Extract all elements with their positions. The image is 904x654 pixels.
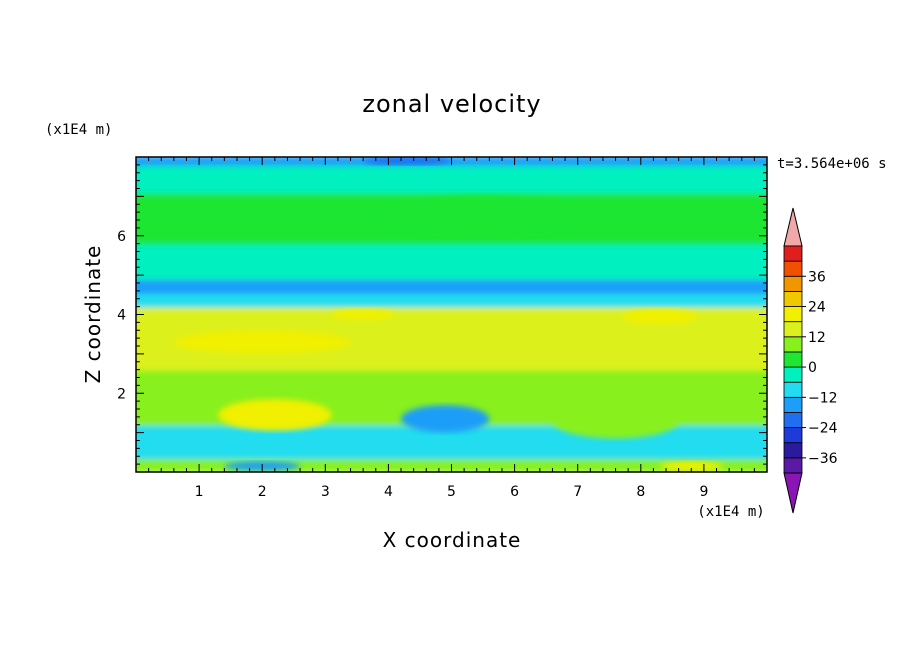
contour-feature (659, 461, 723, 471)
colorbar-swatch (783, 260, 803, 277)
colorbar-swatch (783, 457, 803, 474)
colorbar-swatch (783, 442, 803, 459)
colorbar-label: 0 (808, 360, 817, 376)
colorbar-swatch (783, 381, 803, 398)
contour-band (136, 291, 767, 308)
y-tick-label: 4 (117, 308, 126, 324)
x-tick-label: 4 (384, 484, 393, 500)
contour-band (136, 278, 767, 294)
y-axis-label: Z coordinate (81, 245, 105, 384)
y-axis-ticks: 2 4 6 (117, 164, 767, 465)
contour-feature (382, 196, 585, 236)
contour-field (136, 157, 767, 472)
contour-feature (173, 330, 351, 354)
colorbar-swatch (783, 366, 803, 383)
contour-feature (363, 157, 452, 165)
colorbar-swatch (783, 336, 803, 353)
colorbar-label: 24 (808, 300, 826, 316)
colorbar-over-arrow (783, 207, 803, 247)
colorbar-swatch (783, 245, 803, 262)
colorbar-swatch (783, 427, 803, 444)
x-tick-label: 2 (258, 484, 267, 500)
contour-feature (218, 399, 332, 431)
colorbar-label: −36 (808, 451, 838, 467)
colorbar-label: −24 (808, 421, 838, 437)
colorbar-swatch (783, 290, 803, 307)
colorbar-swatch (783, 306, 803, 323)
colorbar-label: 36 (808, 269, 826, 285)
time-label: t=3.564e+06 s (777, 156, 887, 172)
chart-title: zonal velocity (362, 90, 541, 118)
y-units-label: (x1E4 m) (45, 122, 112, 138)
colorbar-swatch (783, 412, 803, 429)
x-tick-label: 9 (699, 484, 708, 500)
x-tick-label: 1 (195, 484, 204, 500)
x-tick-label: 8 (636, 484, 645, 500)
contour-feature (552, 403, 679, 439)
colorbar-swatch (783, 275, 803, 292)
contour-band (136, 368, 767, 399)
x-tick-label: 7 (573, 484, 582, 500)
x-tick-label: 6 (510, 484, 519, 500)
x-tick-label: 3 (321, 484, 330, 500)
x-tick-label: 5 (447, 484, 456, 500)
contour-feature (621, 308, 698, 325)
colorbar-swatch (783, 321, 803, 338)
colorbar-under-arrow (783, 472, 803, 514)
colorbar-swatch (783, 351, 803, 368)
y-tick-label: 2 (117, 386, 126, 402)
x-axis-label: X coordinate (383, 528, 522, 552)
colorbar-swatch (783, 396, 803, 413)
y-tick-label: 6 (117, 229, 126, 245)
colorbar-label: 12 (808, 330, 826, 346)
x-axis-ticks: 1 2 3 4 5 6 7 8 9 (148, 157, 768, 500)
contour-band (136, 163, 767, 194)
contour-band (136, 242, 767, 281)
contour-feature (331, 308, 395, 321)
colorbar-label: −12 (808, 390, 838, 406)
colorbar: −36 −24 −12 0 12 24 36 (783, 207, 838, 514)
x-units-label: (x1E4 m) (697, 504, 764, 520)
contour-feature (401, 405, 490, 433)
